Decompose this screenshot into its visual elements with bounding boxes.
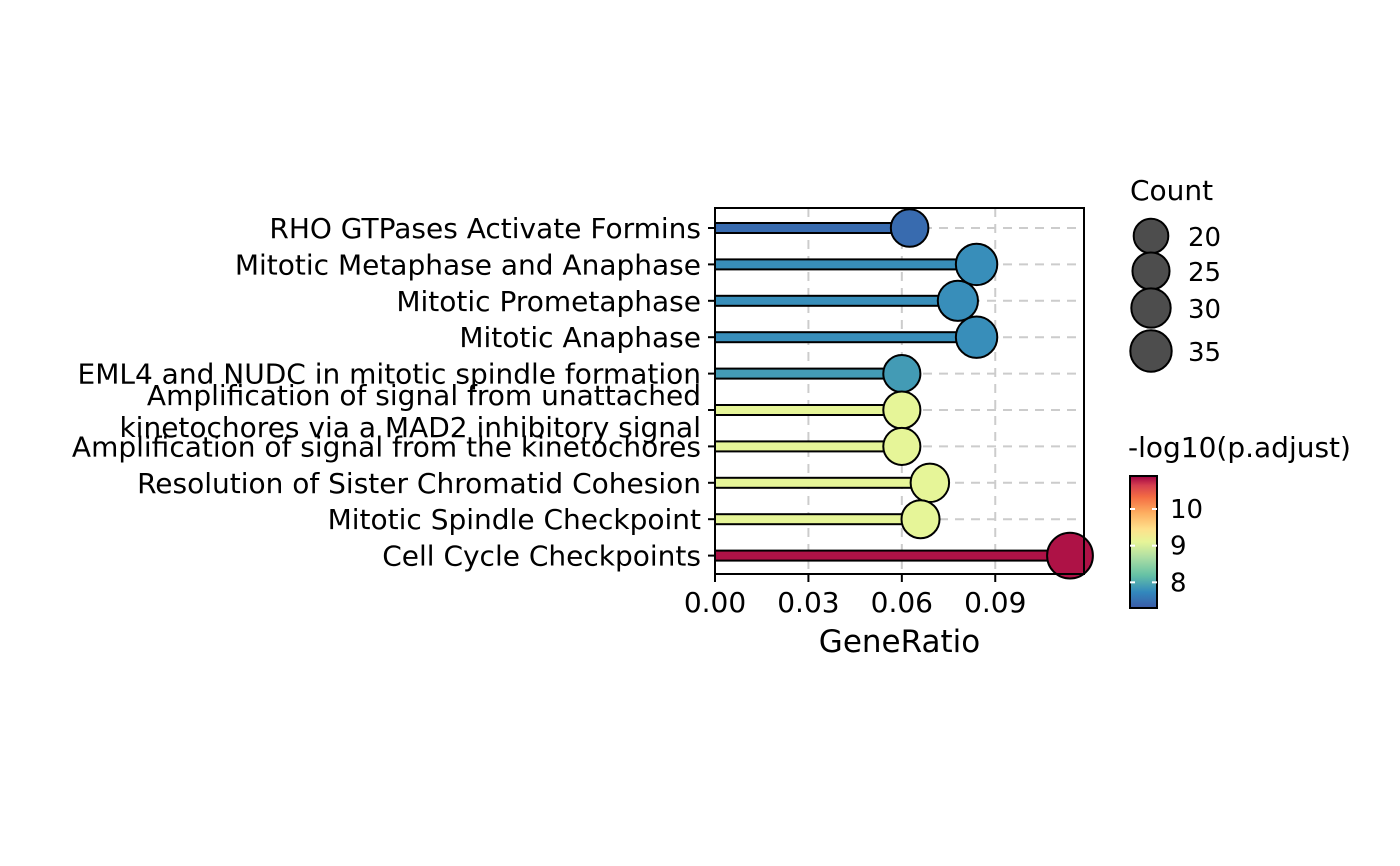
- lollipop-bar-1: [714, 258, 978, 271]
- x-tick-label-2: 0.06: [871, 586, 933, 619]
- lollipop-dot-9: [1046, 531, 1094, 580]
- lollipop-bar-6: [714, 440, 903, 453]
- size-legend-key-0: [1132, 217, 1170, 255]
- color-legend-title: -log10(p.adjust): [1128, 431, 1351, 464]
- lollipop-dot-8: [900, 499, 941, 540]
- lollipop-dot-3: [954, 315, 999, 359]
- lollipop-bar-7: [714, 476, 931, 489]
- lollipop-dot-1: [954, 242, 999, 287]
- y-tick-label-1: Mitotic Metaphase and Anaphase: [235, 248, 701, 281]
- x-tick-label-0: 0.00: [684, 586, 746, 619]
- y-tick-label-4: EML4 and NUDC in mitotic spindle formati…: [78, 358, 701, 391]
- lollipop-bar-2: [714, 294, 959, 307]
- x-axis-label: GeneRatio: [819, 624, 980, 660]
- lollipop-dot-0: [889, 208, 930, 248]
- size-legend-key-1: [1131, 251, 1171, 291]
- y-tick-label-2: Mitotic Prometaphase: [396, 285, 701, 318]
- lollipop-bar-8: [714, 513, 922, 526]
- size-legend-key-3: [1129, 329, 1173, 373]
- y-tick-label-line-5-0: Amplification of signal from unattached: [147, 379, 701, 412]
- size-legend-label-0: 20: [1188, 223, 1221, 253]
- y-tick-label-0: RHO GTPases Activate Formins: [269, 212, 701, 245]
- color-legend-label-0: 10: [1170, 495, 1203, 525]
- y-tick-label-6: Amplification of signal from the kinetoc…: [72, 430, 701, 463]
- size-legend-label-2: 30: [1188, 295, 1221, 325]
- panel-border: [714, 207, 1085, 575]
- lollipop-bar-3: [714, 331, 978, 344]
- lollipop-dot-2: [936, 279, 979, 322]
- lollipop-dot-4: [882, 354, 922, 394]
- lollipop-bar-9: [714, 549, 1071, 562]
- y-tick-label-8: Mitotic Spindle Checkpoint: [328, 503, 701, 536]
- size-legend-label-1: 25: [1188, 258, 1221, 288]
- lollipop-bar-0: [714, 222, 911, 234]
- y-tick-label-5: Amplification of signal from unattached k…: [119, 379, 701, 444]
- x-tick-label-3: 0.09: [964, 586, 1026, 619]
- lollipop-dot-6: [882, 426, 922, 466]
- color-bar: [1129, 475, 1158, 609]
- lollipop-dot-7: [909, 462, 951, 504]
- lollipop-bar-4: [714, 367, 903, 380]
- size-legend-key-2: [1130, 287, 1172, 329]
- lollipop-bar-5: [714, 404, 903, 416]
- size-legend-label-3: 35: [1188, 338, 1221, 368]
- size-legend: Count 20 25 30 35: [1129, 174, 1221, 373]
- y-tick-label-3: Mitotic Anaphase: [459, 321, 701, 354]
- color-legend: -log10(p.adjust) 10 9 8: [1128, 431, 1351, 609]
- y-tick-label-7: Resolution of Sister Chromatid Cohesion: [137, 467, 701, 500]
- x-tick-label-1: 0.03: [777, 586, 839, 619]
- y-tick-label-line-5-1: kinetochores via a MAD2 inhibitory signa…: [119, 411, 701, 444]
- size-legend-title: Count: [1130, 174, 1213, 207]
- color-legend-label-1: 9: [1170, 532, 1187, 562]
- color-legend-label-2: 8: [1170, 568, 1187, 598]
- lollipop-dot-5: [882, 390, 922, 430]
- y-tick-label-9: Cell Cycle Checkpoints: [382, 540, 701, 573]
